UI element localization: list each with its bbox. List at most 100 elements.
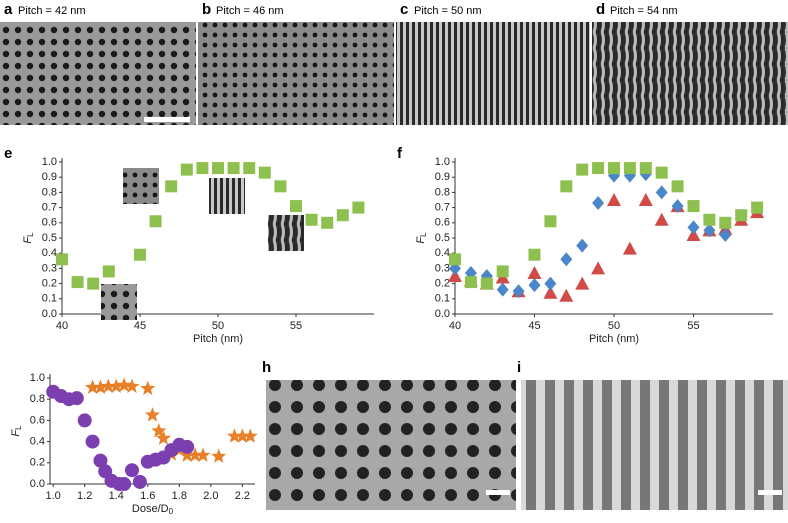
x-axis-label: Pitch (nm) <box>193 333 243 345</box>
x-tick-label: 1.8 <box>172 490 187 502</box>
point <box>227 162 240 175</box>
point <box>622 241 637 255</box>
point <box>85 434 100 449</box>
point <box>543 285 558 299</box>
point <box>592 162 605 175</box>
x-label-main: Pitch (nm) <box>193 333 243 345</box>
y-tick-label: 0.1 <box>435 293 450 305</box>
panel-label: i <box>517 359 521 376</box>
point <box>686 227 701 241</box>
x-label-sub: 0 <box>169 507 174 516</box>
point <box>124 378 140 393</box>
point <box>639 162 652 175</box>
point <box>449 253 461 266</box>
point <box>496 265 509 278</box>
point <box>77 413 92 428</box>
point <box>655 185 668 200</box>
x-tick-label: 1.6 <box>140 490 155 502</box>
panel-label: f <box>397 145 403 162</box>
x-tick-label: 40 <box>56 320 68 332</box>
panel-label: c <box>400 1 408 18</box>
point <box>544 276 557 291</box>
sem-image <box>592 22 788 125</box>
point <box>671 199 684 214</box>
y-tick-label: 0.7 <box>435 202 450 214</box>
x-tick-label: 2.2 <box>235 490 250 502</box>
image-caption: Pitch = 50 nm <box>414 5 482 17</box>
y-tick-label: 0.6 <box>435 217 450 229</box>
x-tick-label: 50 <box>608 320 620 332</box>
x-tick-label: 2.0 <box>203 490 218 502</box>
point <box>149 215 162 228</box>
point <box>71 276 84 289</box>
point <box>211 448 227 463</box>
panel-label: h <box>262 359 271 376</box>
y-tick-label: 0.7 <box>42 202 57 214</box>
point <box>234 428 250 443</box>
x-label-main: Dose/D <box>132 503 169 515</box>
point <box>180 163 193 176</box>
y-tick-label: 0.8 <box>42 186 57 198</box>
x-tick-label: 40 <box>449 320 461 332</box>
point <box>608 162 620 175</box>
point <box>69 391 84 406</box>
y-tick-label: 0.5 <box>42 232 57 244</box>
y-tick-label: 1.0 <box>435 156 450 168</box>
point <box>102 265 115 278</box>
point <box>655 166 668 179</box>
point <box>719 216 732 229</box>
inset-image <box>268 215 304 251</box>
y-axis-label: FL <box>10 425 23 437</box>
y-tick-label: 1.0 <box>30 372 45 384</box>
y-tick-label: 0.3 <box>435 262 450 274</box>
y-label-main: F <box>22 236 34 244</box>
inset-image <box>101 284 137 320</box>
y-tick-label: 0.0 <box>42 308 57 320</box>
point <box>687 200 700 213</box>
point <box>290 200 302 213</box>
point <box>100 378 116 393</box>
y-tick-label: 1.0 <box>42 156 57 168</box>
x-tick-label: 1.2 <box>77 490 92 502</box>
point <box>480 277 493 290</box>
point <box>575 276 590 290</box>
point <box>352 201 365 214</box>
point <box>623 162 636 175</box>
x-tick-label: 45 <box>528 320 540 332</box>
x-tick-label: 1.0 <box>46 490 61 502</box>
x-tick-label: 45 <box>134 320 146 332</box>
point <box>735 209 748 222</box>
y-label-sub: L <box>14 425 23 430</box>
point <box>687 220 700 235</box>
point <box>671 180 684 193</box>
point <box>243 162 256 175</box>
inset-image <box>209 178 245 214</box>
point <box>512 284 525 299</box>
point <box>165 180 178 193</box>
point <box>116 377 132 392</box>
y-tick-label: 0.0 <box>30 478 45 490</box>
x-axis-label: Dose/D0 <box>132 503 174 516</box>
point <box>242 428 258 443</box>
point <box>448 269 462 282</box>
x-axis-label: Pitch (nm) <box>589 333 639 345</box>
point <box>559 288 574 302</box>
y-tick-label: 0.9 <box>42 171 57 183</box>
point <box>592 196 605 211</box>
y-label-sub: L <box>419 232 428 237</box>
x-tick-label: 55 <box>290 320 302 332</box>
point <box>226 428 243 443</box>
point <box>527 265 542 279</box>
point <box>179 447 195 462</box>
y-tick-label: 0.0 <box>435 308 450 320</box>
point <box>544 215 557 228</box>
y-tick-label: 0.2 <box>435 278 450 290</box>
y-tick-label: 0.4 <box>30 436 45 448</box>
point <box>560 252 573 267</box>
point <box>151 423 167 438</box>
y-tick-label: 0.5 <box>435 232 450 244</box>
point <box>155 430 172 445</box>
point <box>87 277 100 290</box>
point <box>132 474 147 489</box>
